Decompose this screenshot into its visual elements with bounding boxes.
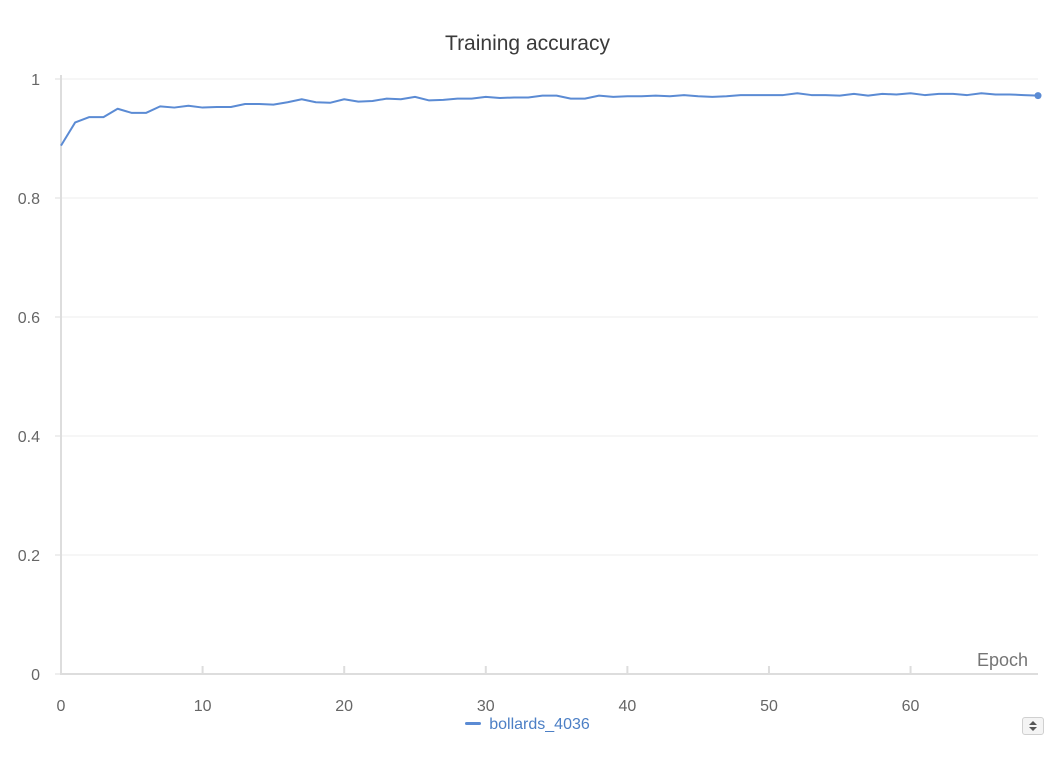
y-axis-ticks: 0 0.2 0.4 0.6 0.8 1 <box>18 72 61 684</box>
series-layer <box>60 92 1042 147</box>
x-tick-label: 40 <box>618 698 636 715</box>
chart-title: Training accuracy <box>445 32 610 55</box>
axes <box>60 75 1038 675</box>
y-tick-label: 0.6 <box>18 310 40 327</box>
x-tick-label: 60 <box>902 698 920 715</box>
legend-scroll-button[interactable] <box>1022 717 1044 735</box>
grid <box>61 78 1038 556</box>
x-tick-label: 10 <box>194 698 212 715</box>
legend-label[interactable]: bollards_4036 <box>489 716 590 733</box>
x-tick-label: 30 <box>477 698 495 715</box>
legend-swatch <box>465 722 482 726</box>
y-tick-label: 1 <box>31 72 40 89</box>
x-axis-title: Epoch <box>977 650 1028 670</box>
y-tick-label: 0 <box>31 667 40 684</box>
up-down-arrows-icon <box>1029 721 1037 731</box>
y-tick-label: 0.2 <box>18 548 40 565</box>
series-last-point <box>1034 92 1042 100</box>
legend: bollards_4036 <box>0 716 1055 734</box>
x-axis-ticks: 0 10 20 30 40 50 60 <box>57 666 920 715</box>
x-tick-label: 20 <box>335 698 353 715</box>
series-line-bollards_4036 <box>60 92 1039 147</box>
x-tick-label: 50 <box>760 698 778 715</box>
y-tick-label: 0.4 <box>18 429 40 446</box>
y-tick-label: 0.8 <box>18 191 40 208</box>
x-tick-label: 0 <box>57 698 66 715</box>
